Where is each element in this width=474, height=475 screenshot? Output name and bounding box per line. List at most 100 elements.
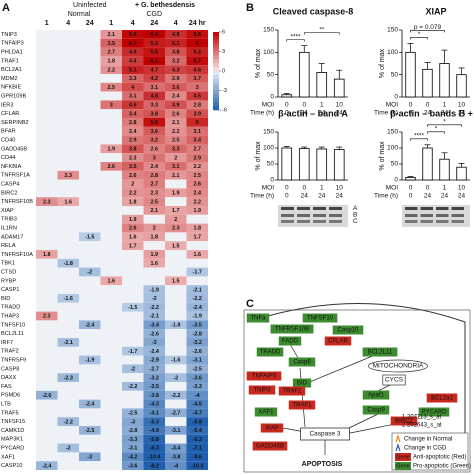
cell-value: 2.1 xyxy=(151,208,159,214)
scale-swatch xyxy=(213,59,219,64)
x-tick-label: 1 xyxy=(443,102,447,109)
cell-value: -5.8 xyxy=(150,437,159,443)
gene-label: CTSD xyxy=(1,269,16,275)
cell-value: 3.8 xyxy=(172,50,180,56)
blot-band xyxy=(405,207,418,210)
heatmap-cell xyxy=(165,126,187,136)
cell-value: 2 xyxy=(174,155,177,161)
heatmap-cell xyxy=(100,390,122,400)
cell-value: 2 xyxy=(174,217,177,223)
heatmap-cell xyxy=(36,144,58,154)
node-label: Caspase 3 xyxy=(309,431,340,438)
heatmap-cell xyxy=(186,223,208,233)
heatmap-cell xyxy=(122,206,144,215)
heatmap-cell xyxy=(100,144,122,154)
heatmap-cell xyxy=(79,390,101,400)
chart-title: Cleaved caspase-8 xyxy=(273,6,354,16)
scale-swatch xyxy=(213,106,219,111)
cell-value: -1.8 xyxy=(64,261,73,267)
heatmap-cell xyxy=(79,232,101,242)
heatmap-cell xyxy=(143,417,165,426)
node-label: APOPTOSIS xyxy=(302,461,343,468)
cell-value: 3.7 xyxy=(194,76,202,82)
heatmap-cell xyxy=(122,390,144,400)
heatmap-cell xyxy=(36,426,58,435)
heatmap-cell xyxy=(186,329,208,338)
heatmap-cell xyxy=(57,56,79,66)
cell-value: -2 xyxy=(87,270,92,276)
heatmap-cell xyxy=(57,241,79,250)
cell-value: 2.4 xyxy=(151,164,159,170)
cell-value: -5.3 xyxy=(150,419,159,425)
heatmap-cell xyxy=(165,311,187,321)
gene-label: PHLDA1 xyxy=(1,49,23,55)
x-tick-label: 1 xyxy=(320,185,324,192)
x-tick-label: 24 xyxy=(336,193,344,200)
heatmap-cell xyxy=(186,118,208,127)
heatmap-cell xyxy=(79,426,101,435)
heatmap-cell xyxy=(165,382,187,391)
blot-band xyxy=(451,220,464,223)
cell-value: 2.5 xyxy=(108,85,116,91)
gene-label: TRAF5 xyxy=(1,410,19,416)
gene-label: ADAM17 xyxy=(1,234,23,240)
heatmap-cell xyxy=(36,197,58,206)
cell-value: 4.2 xyxy=(151,76,159,82)
time-label: 24 xyxy=(150,20,158,27)
heatmap-cell xyxy=(100,311,122,321)
node-label: MITOCHONDRIA xyxy=(373,363,424,370)
bar xyxy=(333,78,345,98)
gene-node xyxy=(248,385,276,395)
gene-label: IRF7 xyxy=(1,340,13,346)
cell-value: 3 xyxy=(153,155,156,161)
heatmap-cell xyxy=(186,38,208,48)
heatmap-cell xyxy=(79,258,101,268)
gene-label: MAP3K1 xyxy=(1,437,23,443)
heatmap-cell xyxy=(165,390,187,400)
heatmap-cell xyxy=(36,434,58,444)
heatmap-cell xyxy=(143,338,165,347)
cell-value: 3.2 xyxy=(151,138,159,144)
heatmap-cell xyxy=(165,179,187,189)
cell-value: 3.1 xyxy=(129,94,137,100)
node-label: Casp10 xyxy=(338,328,359,334)
chart-title: β-actin – bands B + C xyxy=(390,108,474,118)
heatmap-cell xyxy=(57,267,79,277)
heatmap-cell xyxy=(79,461,101,470)
significance-label: * xyxy=(435,126,438,133)
heatmap-cell xyxy=(36,126,58,136)
heatmap-cell xyxy=(122,109,144,118)
heatmap-cell xyxy=(100,320,122,330)
cell-value: 2.5 xyxy=(151,199,159,205)
cell-value: -2.4 xyxy=(193,305,202,311)
heatmap-cell xyxy=(165,188,187,198)
cell-value: -2.6 xyxy=(150,331,159,337)
heatmap-cell xyxy=(186,417,208,426)
cell-value: 3 xyxy=(110,103,113,109)
heatmap-cell xyxy=(57,276,79,286)
cell-value: -1.9 xyxy=(193,314,202,320)
significance-label: **** xyxy=(414,133,425,140)
heatmap-cell xyxy=(186,56,208,66)
heatmap-cell xyxy=(165,452,187,462)
y-tick-label: 0 xyxy=(270,177,274,184)
gene-label: GPR109B xyxy=(1,93,26,99)
heatmap-cell xyxy=(165,214,187,224)
cell-value: -4 xyxy=(195,393,200,399)
heatmap-cell xyxy=(36,135,58,145)
heatmap-cell xyxy=(57,294,79,303)
heatmap-cell xyxy=(143,126,165,136)
cell-value: 2.9 xyxy=(129,138,137,144)
cell-value: 2.3 xyxy=(43,199,51,205)
cell-value: 2.6 xyxy=(129,173,137,179)
cell-value: 1.8 xyxy=(43,252,51,258)
heatmap-cell xyxy=(36,461,58,470)
cell-value: -3.2 xyxy=(150,375,159,381)
node-label: XIAP xyxy=(265,426,279,432)
heatmap-cell xyxy=(57,223,79,233)
heatmap-cell xyxy=(57,153,79,162)
heatmap-cell xyxy=(143,452,165,462)
diagram-frame xyxy=(243,309,471,473)
heatmap-cell xyxy=(143,241,165,250)
bar xyxy=(422,147,433,181)
